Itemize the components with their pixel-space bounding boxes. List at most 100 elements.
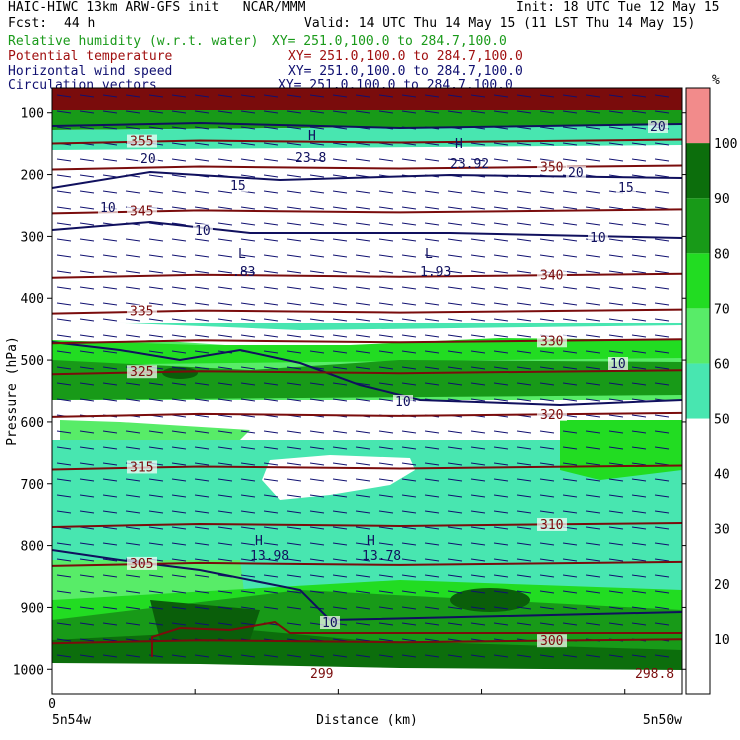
- circulation-vector-712: [286, 510, 302, 514]
- circulation-vector-477: [470, 366, 486, 370]
- circulation-vector-797: [378, 558, 394, 562]
- circulation-vector-58: [148, 126, 164, 130]
- isentrope-label-bg-325: [127, 365, 157, 379]
- circulation-vector-596: [102, 446, 118, 450]
- circulation-vector-646: [631, 462, 647, 466]
- circulation-vector-224: [240, 222, 256, 226]
- circulation-vector-706: [148, 510, 164, 514]
- circulation-vector-128: [516, 158, 532, 162]
- circulation-vector-893: [102, 622, 118, 626]
- circulation-vector-873: [263, 606, 279, 610]
- circulation-vector-578: [309, 430, 325, 434]
- circulation-vector-594: [56, 446, 72, 450]
- circulation-vector-809: [654, 558, 670, 562]
- circulation-vector-265: [562, 238, 578, 242]
- circulation-vector-213: [608, 206, 624, 210]
- circulation-vector-894: [125, 622, 141, 626]
- circulation-vector-441: [263, 350, 279, 354]
- circulation-vector-916: [631, 622, 647, 626]
- circulation-vector-968: [585, 654, 601, 658]
- circulation-vector-523: [286, 398, 302, 402]
- circulation-vector-325: [79, 286, 95, 290]
- circulation-vector-836: [654, 574, 670, 578]
- circulation-vector-164: [102, 190, 118, 194]
- circulation-vector-26: [654, 94, 670, 98]
- circulation-vector-109: [79, 158, 95, 162]
- circulation-vector-424: [493, 334, 509, 338]
- circulation-vector-356: [171, 302, 187, 306]
- circulation-vector-742: [355, 526, 371, 530]
- circulation-vector-123: [401, 158, 417, 162]
- plot-frame: [51, 87, 683, 695]
- circulation-vector-909: [470, 622, 486, 626]
- circulation-vector-868: [148, 606, 164, 610]
- circulation-vector-632: [309, 462, 325, 466]
- header-valid: Valid: 14 UTC Thu 14 May 15 (11 LST Thu …: [304, 16, 696, 31]
- circulation-vector-331: [217, 286, 233, 290]
- circulation-vector-782: [654, 542, 670, 546]
- circulation-vector-355: [148, 302, 164, 306]
- circulation-vector-384: [194, 318, 210, 322]
- circulation-vector-117: [263, 158, 279, 162]
- circulation-vector-122: [378, 158, 394, 162]
- circulation-vector-482: [585, 366, 601, 370]
- circulation-vector-683: [240, 494, 256, 498]
- circulation-vector-165: [125, 190, 141, 194]
- circulation-vector-808: [631, 558, 647, 562]
- circulation-vector-226: [286, 222, 302, 226]
- circulation-vector-146: [309, 174, 325, 178]
- circulation-vector-721: [493, 510, 509, 514]
- circulation-vector-959: [378, 654, 394, 658]
- circulation-vector-113: [171, 158, 187, 162]
- isentrope-label-bg-310: [537, 517, 567, 531]
- circulation-vector-283: [355, 254, 371, 258]
- circulation-vector-882: [470, 606, 486, 610]
- y-tick-label-900: 900: [21, 601, 44, 616]
- circulation-vector-217: [79, 222, 95, 226]
- circulation-vector-17: [447, 94, 463, 98]
- header-fcst-value: 44 h: [64, 16, 96, 31]
- circulation-vector-185: [585, 190, 601, 194]
- circulation-vector-863: [654, 590, 670, 594]
- circulation-vector-24: [608, 94, 624, 98]
- circulation-vector-140: [171, 174, 187, 178]
- circulation-vector-338: [378, 286, 394, 290]
- circulation-vector-345: [539, 286, 555, 290]
- circulation-vector-566: [654, 414, 670, 418]
- circulation-vector-466: [217, 366, 233, 370]
- circulation-vector-434: [102, 350, 118, 354]
- header-fcst-label: Fcst:: [8, 16, 48, 31]
- circulation-vector-908: [447, 622, 463, 626]
- circulation-vector-35: [240, 110, 256, 114]
- circulation-vector-11: [309, 94, 325, 98]
- circulation-vector-182: [516, 190, 532, 194]
- circulation-vector-738: [263, 526, 279, 530]
- circulation-vector-564: [608, 414, 624, 418]
- circulation-vector-842: [171, 590, 187, 594]
- circulation-vector-685: [286, 494, 302, 498]
- circulation-vector-672: [608, 478, 624, 482]
- circulation-vector-824: [378, 574, 394, 578]
- circulation-vector-576: [263, 430, 279, 434]
- circulation-vector-676: [79, 494, 95, 498]
- circulation-vector-25: [631, 94, 647, 98]
- circulation-vector-407: [102, 334, 118, 338]
- circulation-vector-461: [102, 366, 118, 370]
- circulation-vector-864: [56, 606, 72, 610]
- circulation-vector-327: [125, 286, 141, 290]
- circulation-vector-144: [263, 174, 279, 178]
- circulation-vector-176: [378, 190, 394, 194]
- circulation-vector-375: [608, 302, 624, 306]
- circulation-vector-507: [539, 382, 555, 386]
- circulation-vector-485: [654, 366, 670, 370]
- circulation-vector-369: [470, 302, 486, 306]
- y-tick-label-100: 100: [21, 107, 44, 122]
- circulation-vector-294: [608, 254, 624, 258]
- extremum-H-value-4: 13.98: [250, 549, 289, 564]
- circulation-vector-623: [102, 462, 118, 466]
- circulation-vector-391: [355, 318, 371, 322]
- isentrope-label-bg-330: [537, 334, 567, 348]
- colorbar-band-60: [686, 308, 710, 364]
- wind-speed-label-bg-6: [393, 395, 413, 408]
